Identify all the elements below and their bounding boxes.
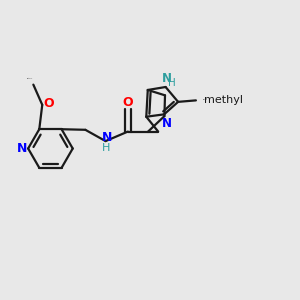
Text: H: H: [102, 142, 111, 153]
Text: O: O: [44, 97, 54, 110]
Text: N: N: [162, 72, 172, 85]
Text: methoxy: methoxy: [27, 78, 33, 79]
Text: methyl: methyl: [204, 95, 243, 105]
Text: H: H: [168, 78, 176, 88]
Text: N: N: [102, 131, 112, 144]
Text: N: N: [161, 117, 172, 130]
Text: N: N: [16, 142, 27, 155]
Text: methyl: methyl: [203, 99, 208, 100]
Text: O: O: [123, 96, 134, 109]
